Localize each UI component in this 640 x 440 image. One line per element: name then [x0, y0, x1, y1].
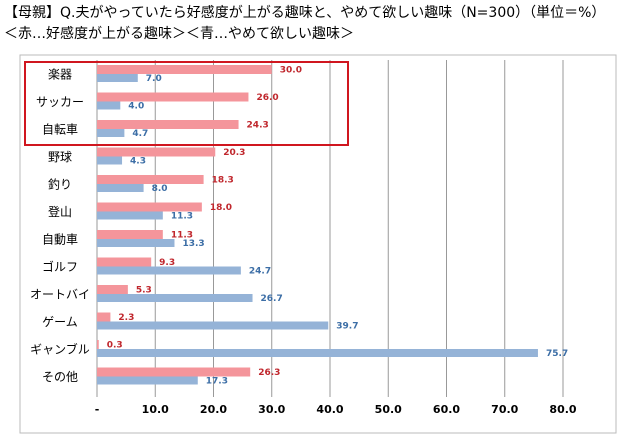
value-label: 2.3 [118, 313, 134, 323]
y-tick-label: 野球 [48, 150, 72, 164]
y-tick-label: 釣り [48, 177, 72, 192]
value-label: 4.0 [128, 102, 144, 112]
value-label: 20.3 [223, 148, 245, 158]
x-tick-label: 40.0 [316, 403, 343, 416]
y-tick-label: その他 [42, 370, 78, 384]
value-label: 5.3 [136, 286, 152, 296]
value-label: 24.3 [247, 121, 269, 131]
bar [97, 147, 216, 157]
bar [97, 285, 128, 294]
bar [97, 92, 249, 102]
value-label: 8.0 [152, 184, 168, 194]
value-label: 17.3 [206, 377, 228, 387]
chart-subtitle: ＜赤…好感度が上がる趣味＞＜青…やめて欲しい趣味＞ [4, 25, 354, 42]
bar [97, 266, 241, 275]
value-label: 18.0 [210, 203, 232, 213]
y-tick-label: 自動車 [42, 233, 78, 247]
x-tick-label: 30.0 [258, 403, 285, 416]
bar [97, 294, 253, 302]
bar [97, 230, 163, 239]
bar [97, 120, 239, 129]
bar [97, 376, 198, 385]
y-tick-label: ゴルフ [42, 259, 78, 274]
y-tick-label: サッカー [36, 95, 84, 109]
value-label: 18.3 [212, 176, 234, 186]
bar [97, 175, 204, 184]
bar [97, 156, 123, 165]
x-tick-label: - [95, 403, 100, 416]
bar [97, 74, 138, 82]
value-label: 39.7 [336, 322, 358, 332]
highlight-box [24, 61, 349, 146]
bar [97, 202, 202, 212]
bar [97, 239, 175, 247]
value-label: 26.3 [258, 368, 280, 378]
bar [97, 129, 125, 137]
value-label: 4.7 [132, 129, 148, 139]
bar [97, 211, 163, 220]
x-tick-label: 60.0 [433, 403, 460, 416]
bar [97, 367, 251, 377]
value-label: 26.0 [256, 93, 278, 103]
value-label: 24.7 [249, 267, 271, 277]
y-tick-label: 楽器 [48, 68, 72, 82]
value-label: 9.3 [159, 258, 175, 268]
plot: 楽器 30.0 7.0 サッカー 26.0 4.0 自転車 24.3 4.7 野球 20.3 4.3 釣… [30, 65, 568, 387]
value-label: 30.0 [280, 66, 302, 76]
value-label: 4.3 [130, 157, 146, 167]
y-tick-label: ゲーム [42, 315, 78, 329]
value-label: 75.7 [546, 349, 568, 359]
x-tick-label: 80.0 [549, 403, 576, 416]
bar [97, 312, 111, 322]
bar [97, 257, 152, 267]
chart-border [19, 54, 617, 434]
y-tick-label: 自転車 [42, 123, 78, 137]
value-label: 11.3 [171, 231, 193, 241]
x-tick-label: 20.0 [200, 403, 227, 416]
grid: - 10.0 20.0 30.0 40.0 50.0 60.0 70.0 80.0 [95, 60, 577, 416]
bar [97, 349, 538, 357]
y-tick-label: 登山 [48, 204, 72, 219]
bar [97, 184, 144, 192]
value-label: 11.3 [171, 212, 193, 222]
bar [97, 321, 329, 330]
bar [97, 65, 272, 74]
x-tick-label: 50.0 [375, 403, 402, 416]
x-tick-label: 70.0 [491, 403, 518, 416]
value-label: 13.3 [182, 239, 204, 249]
bar [97, 101, 121, 110]
x-tick-label: 10.0 [142, 403, 169, 416]
value-label: 7.0 [146, 74, 162, 84]
value-label: 0.3 [107, 341, 123, 351]
y-tick-label: ギャンブル [30, 342, 90, 357]
value-label: 26.7 [261, 294, 283, 304]
y-tick-label: オートバイ [30, 288, 90, 302]
chart-title: 【母親】Q.夫がやっていたら好感度が上がる趣味と、やめて欲しい趣味（N=300）… [4, 4, 605, 21]
bar [97, 340, 99, 349]
